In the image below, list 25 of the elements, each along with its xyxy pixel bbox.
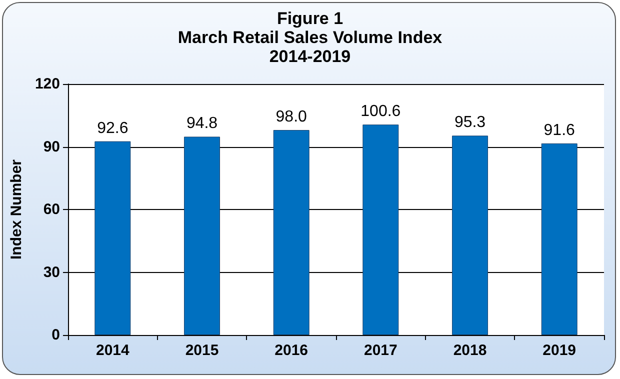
x-tick-label: 2014 [96, 342, 130, 359]
data-label: 100.6 [360, 103, 401, 120]
x-tick-label: 2016 [274, 342, 308, 359]
y-tick-label: 120 [34, 76, 60, 92]
data-label: 98.0 [276, 108, 308, 126]
x-tick-label: 2019 [542, 342, 576, 359]
data-label: 92.6 [97, 120, 128, 137]
bar [184, 136, 220, 335]
y-tick-label: 30 [43, 264, 60, 281]
bar [452, 136, 488, 335]
bar [362, 124, 399, 335]
bar [541, 143, 578, 335]
y-tick-label: 60 [43, 201, 60, 218]
x-tick-label: 2018 [453, 342, 487, 359]
y-tick-label: 0 [52, 326, 60, 344]
x-tick-label: 2015 [185, 342, 219, 359]
bar [273, 130, 310, 335]
y-tick-label: 90 [43, 138, 60, 156]
bar [94, 141, 131, 335]
y-axis-title: Index Number [8, 159, 26, 260]
data-label: 91.6 [544, 122, 576, 139]
chart-title: Figure 1 March Retail Sales Volume Index 2014-2019 [178, 9, 443, 66]
x-tick-label: 2017 [364, 342, 398, 359]
data-label: 94.8 [186, 115, 218, 132]
data-label: 95.3 [454, 114, 486, 132]
